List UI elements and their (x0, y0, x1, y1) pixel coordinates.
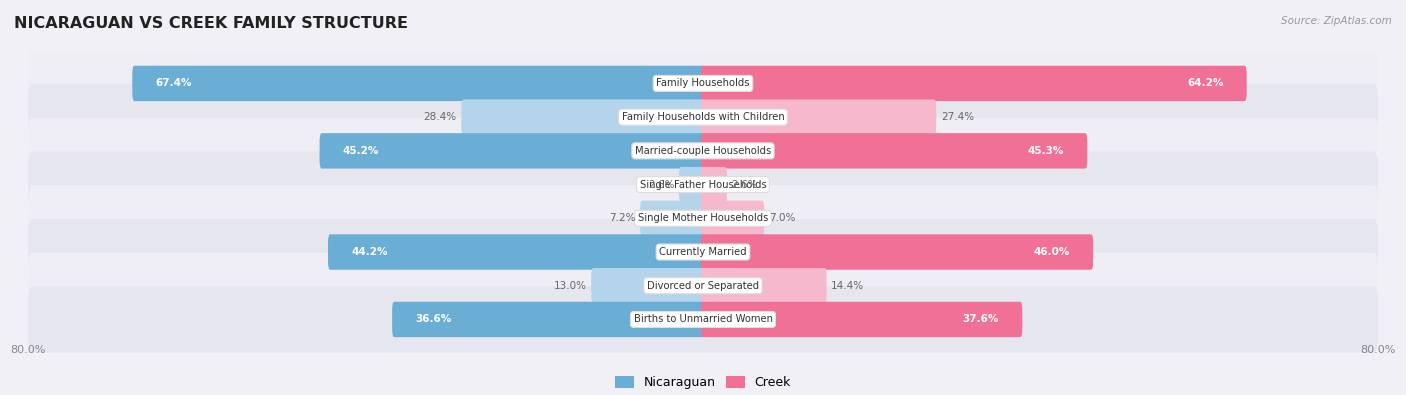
Text: 2.6%: 2.6% (648, 180, 675, 190)
Text: 7.2%: 7.2% (609, 213, 636, 223)
Text: 67.4%: 67.4% (156, 79, 193, 88)
Text: Family Households with Children: Family Households with Children (621, 112, 785, 122)
Text: Currently Married: Currently Married (659, 247, 747, 257)
FancyBboxPatch shape (700, 66, 1247, 101)
Text: 64.2%: 64.2% (1187, 79, 1223, 88)
FancyBboxPatch shape (700, 268, 827, 303)
FancyBboxPatch shape (700, 167, 727, 202)
Text: 46.0%: 46.0% (1033, 247, 1070, 257)
FancyBboxPatch shape (28, 286, 1378, 352)
Text: 7.0%: 7.0% (769, 213, 796, 223)
Text: Single Mother Households: Single Mother Households (638, 213, 768, 223)
FancyBboxPatch shape (132, 66, 706, 101)
Text: Married-couple Households: Married-couple Households (636, 146, 770, 156)
Text: 2.6%: 2.6% (731, 180, 758, 190)
Text: 14.4%: 14.4% (831, 281, 865, 291)
FancyBboxPatch shape (392, 302, 706, 337)
FancyBboxPatch shape (700, 133, 1087, 169)
Text: Family Households: Family Households (657, 79, 749, 88)
FancyBboxPatch shape (700, 234, 1094, 270)
Text: 45.2%: 45.2% (343, 146, 380, 156)
FancyBboxPatch shape (28, 84, 1378, 150)
FancyBboxPatch shape (28, 152, 1378, 218)
Text: 13.0%: 13.0% (554, 281, 586, 291)
FancyBboxPatch shape (700, 201, 765, 236)
FancyBboxPatch shape (28, 51, 1378, 117)
FancyBboxPatch shape (591, 268, 706, 303)
FancyBboxPatch shape (28, 185, 1378, 251)
FancyBboxPatch shape (700, 302, 1022, 337)
FancyBboxPatch shape (640, 201, 706, 236)
Text: Divorced or Separated: Divorced or Separated (647, 281, 759, 291)
FancyBboxPatch shape (700, 100, 936, 135)
Text: 44.2%: 44.2% (352, 247, 388, 257)
FancyBboxPatch shape (319, 133, 706, 169)
FancyBboxPatch shape (28, 118, 1378, 184)
Text: 28.4%: 28.4% (423, 112, 457, 122)
FancyBboxPatch shape (461, 100, 706, 135)
Text: 45.3%: 45.3% (1028, 146, 1064, 156)
FancyBboxPatch shape (328, 234, 706, 270)
FancyBboxPatch shape (28, 253, 1378, 319)
Text: NICARAGUAN VS CREEK FAMILY STRUCTURE: NICARAGUAN VS CREEK FAMILY STRUCTURE (14, 16, 408, 31)
FancyBboxPatch shape (28, 219, 1378, 285)
Legend: Nicaraguan, Creek: Nicaraguan, Creek (610, 371, 796, 394)
Text: 36.6%: 36.6% (415, 314, 451, 324)
Text: 27.4%: 27.4% (941, 112, 974, 122)
FancyBboxPatch shape (679, 167, 706, 202)
Text: Source: ZipAtlas.com: Source: ZipAtlas.com (1281, 16, 1392, 26)
Text: Single Father Households: Single Father Households (640, 180, 766, 190)
Text: 37.6%: 37.6% (963, 314, 1000, 324)
Text: Births to Unmarried Women: Births to Unmarried Women (634, 314, 772, 324)
